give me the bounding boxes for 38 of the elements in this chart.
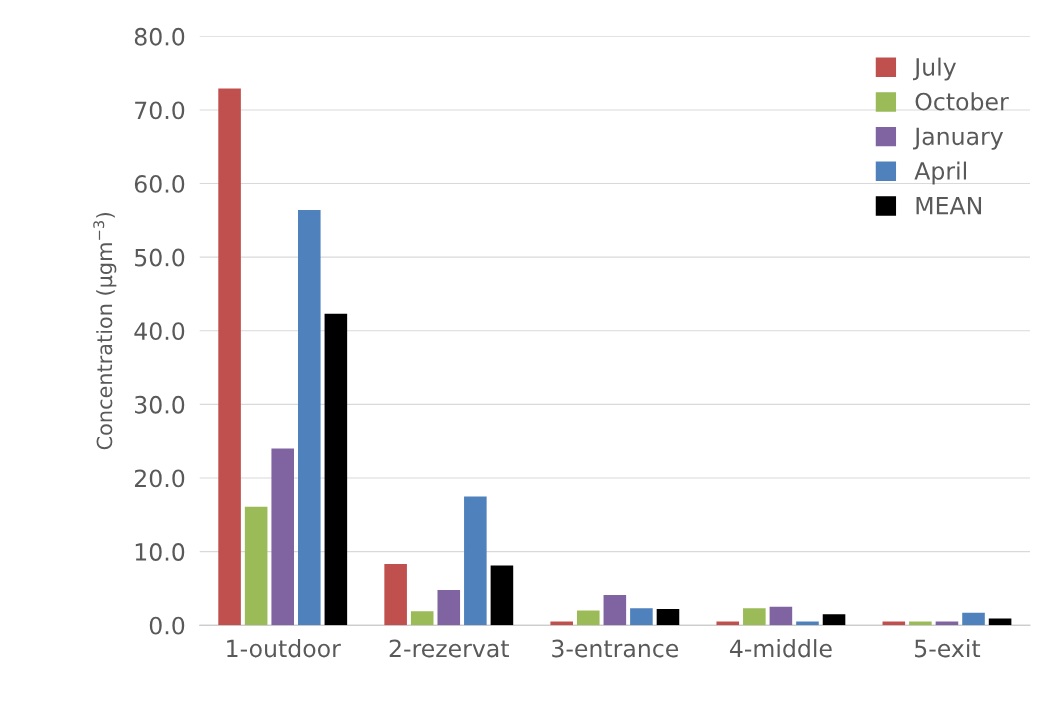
- bar: [962, 612, 985, 626]
- x-tick-label: 2-rezervat: [389, 639, 509, 658]
- y-tick-label: 30.0: [135, 395, 185, 414]
- y-tick-label: 80.0: [134, 27, 185, 46]
- bar: [324, 313, 348, 626]
- bar: [769, 606, 793, 626]
- legend-label: MEAN: [916, 196, 982, 215]
- y-tick-label: 10.0: [135, 543, 185, 561]
- x-tick-label: 1-outdoor: [227, 639, 341, 658]
- bar: [822, 614, 846, 626]
- bar: [410, 611, 434, 626]
- legend-label: January: [913, 127, 1004, 150]
- x-tick-label: 4-middle: [729, 639, 832, 658]
- bar: [603, 595, 627, 626]
- legend-label: October: [915, 92, 1009, 111]
- bar: [218, 88, 241, 626]
- y-tick-label: 70.0: [135, 101, 185, 120]
- bar: [656, 609, 680, 626]
- bar: [576, 610, 600, 626]
- y-tick-label: 60.0: [134, 175, 185, 193]
- bar: [464, 496, 487, 626]
- y-axis-title: Concentration (µgm$^{−3}$): [93, 212, 117, 450]
- bar: [244, 506, 268, 626]
- y-tick-label: 20.0: [134, 469, 185, 488]
- y-tick-label: 40.0: [134, 322, 185, 341]
- y-tick-label: 0.0: [149, 616, 185, 635]
- bar: [437, 589, 461, 626]
- x-tick-label: 3-entrance: [552, 639, 679, 658]
- x-tick-label: 5-exit: [915, 639, 981, 658]
- legend-label: April: [914, 161, 966, 185]
- bar: [298, 210, 321, 626]
- y-tick-label: 50.0: [135, 248, 185, 267]
- bar: [384, 564, 407, 626]
- legend-label: July: [913, 57, 956, 81]
- bar: [743, 608, 766, 626]
- bar: [490, 565, 514, 626]
- bar: [271, 448, 295, 626]
- bar: [630, 608, 653, 626]
